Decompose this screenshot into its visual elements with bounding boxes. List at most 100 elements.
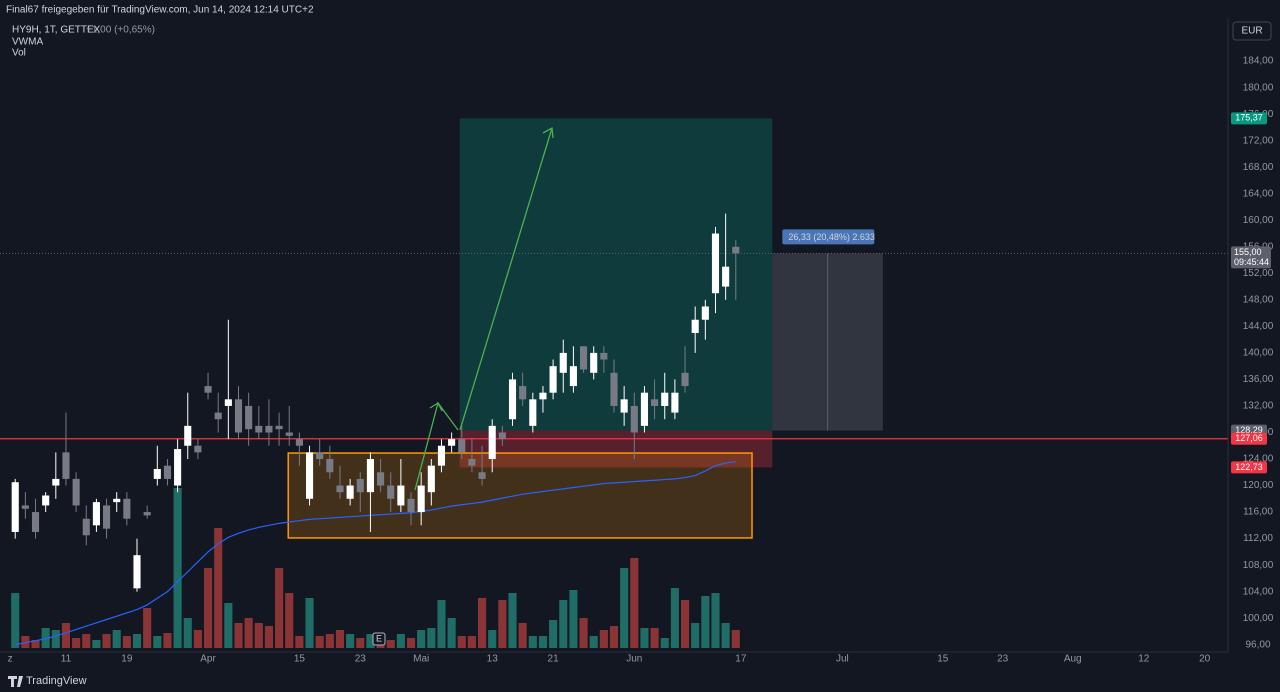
candle-body: [468, 459, 476, 466]
candle-body: [42, 495, 50, 506]
candle-body: [732, 246, 740, 254]
candle-body: [620, 399, 628, 413]
candle-body: [82, 518, 90, 536]
candle-body: [72, 478, 80, 506]
last-price-box: [1231, 246, 1271, 269]
candle-body: [326, 459, 334, 473]
candle-body: [62, 452, 70, 479]
x-tick-label: 12: [1138, 654, 1150, 665]
volume-bar: [325, 634, 334, 648]
candle-body: [163, 465, 172, 479]
candle-body: [92, 502, 100, 526]
volume-bar: [51, 630, 60, 648]
change: +1,00 (+0,65%): [86, 25, 155, 36]
time-axis: [0, 652, 1280, 692]
logo: [8, 676, 23, 687]
arrow-drawings: [414, 126, 554, 491]
volume-bar: [396, 634, 405, 648]
volume-bar: [264, 626, 274, 648]
volume-bar: [21, 636, 30, 648]
candle-body: [681, 372, 689, 387]
volume-bar: [518, 623, 527, 648]
candle-body: [590, 352, 598, 373]
volume-bar: [427, 628, 436, 648]
volume-bar: [599, 630, 608, 648]
measure-label: 26,33 (20,48%) 2.633: [788, 232, 875, 242]
drawings: 26,33 (20,48%) 2.633: [0, 118, 1228, 539]
event-marker-box[interactable]: [372, 632, 386, 646]
x-tick-label: 19: [121, 654, 133, 665]
volume-bar: [305, 598, 314, 648]
y-tick-label: 168,00: [1243, 162, 1274, 173]
y-tick-label: 160,00: [1243, 215, 1274, 226]
candle-body: [214, 412, 222, 420]
range-box: [287, 452, 753, 539]
countdown: 09:45:44: [1234, 257, 1269, 267]
volume-bar: [82, 634, 91, 648]
candle-body: [336, 485, 344, 493]
candle-body: [387, 485, 395, 499]
event-marker[interactable]: E: [376, 633, 382, 643]
volume-bar: [203, 568, 213, 648]
y-tick-label: 124,00: [1243, 454, 1274, 465]
volume-bar: [437, 600, 446, 648]
y-tick-label: 116,00: [1243, 507, 1273, 518]
arrow-line: [459, 127, 553, 431]
volume-bar: [244, 618, 253, 648]
volume-bar: [447, 618, 456, 648]
currency-button[interactable]: [1232, 21, 1272, 41]
candle-body: [661, 392, 669, 406]
y-tick-label: 148,00: [1243, 294, 1274, 305]
volume-bar: [640, 628, 649, 648]
currency[interactable]: EUR: [1241, 26, 1262, 37]
price-label: 127,06: [1235, 433, 1263, 443]
vwma-line: [15, 461, 736, 646]
volume-bar: [234, 623, 243, 648]
volume-bar: [731, 630, 740, 648]
price-label: 122,73: [1235, 462, 1263, 472]
x-tick-label: 23: [997, 654, 1009, 665]
candle-body: [265, 425, 273, 433]
stop-zone: [459, 430, 773, 468]
x-tick-label: Apr: [200, 654, 216, 665]
candle-body: [640, 392, 648, 426]
y-tick-label: 180,00: [1243, 82, 1274, 93]
candle-body: [295, 439, 303, 446]
candle-body: [174, 449, 182, 486]
candle-body: [316, 452, 324, 460]
y-tick-label: 184,00: [1243, 56, 1274, 67]
candle-body: [549, 366, 557, 393]
volume-bar: [41, 628, 50, 648]
volume-bar: [153, 636, 162, 648]
volume-bar: [579, 618, 588, 648]
candle-body: [478, 472, 486, 479]
volume-bar: [589, 636, 598, 648]
volume-bar: [92, 640, 101, 648]
arrow-head: [542, 126, 554, 139]
candle-body: [153, 468, 161, 479]
candle-body: [21, 505, 29, 509]
volume-bar: [112, 630, 121, 648]
volume-bar: [630, 558, 639, 648]
volume-bar: [61, 623, 71, 648]
candle-body: [508, 379, 517, 420]
volume-bar: [528, 636, 537, 648]
x-tick-label: 13: [487, 654, 499, 665]
y-tick-label: 104,00: [1243, 586, 1274, 597]
y-tick-label: 136,00: [1243, 374, 1274, 385]
price-axis: [1228, 0, 1280, 652]
volume-bar: [173, 488, 182, 648]
volume-bar: [356, 638, 365, 648]
volume-bar: [31, 640, 40, 648]
candle-body: [671, 392, 679, 413]
x-tick-label: 23: [355, 654, 367, 665]
volume-bar: [417, 630, 426, 648]
candle-body: [275, 425, 283, 430]
y-tick-label: 164,00: [1243, 188, 1274, 199]
arrow-head: [429, 402, 443, 412]
price-label: 128,29: [1235, 425, 1263, 435]
volume-bar: [691, 623, 700, 648]
volume-bar: [498, 600, 507, 648]
candle-body: [113, 498, 121, 503]
